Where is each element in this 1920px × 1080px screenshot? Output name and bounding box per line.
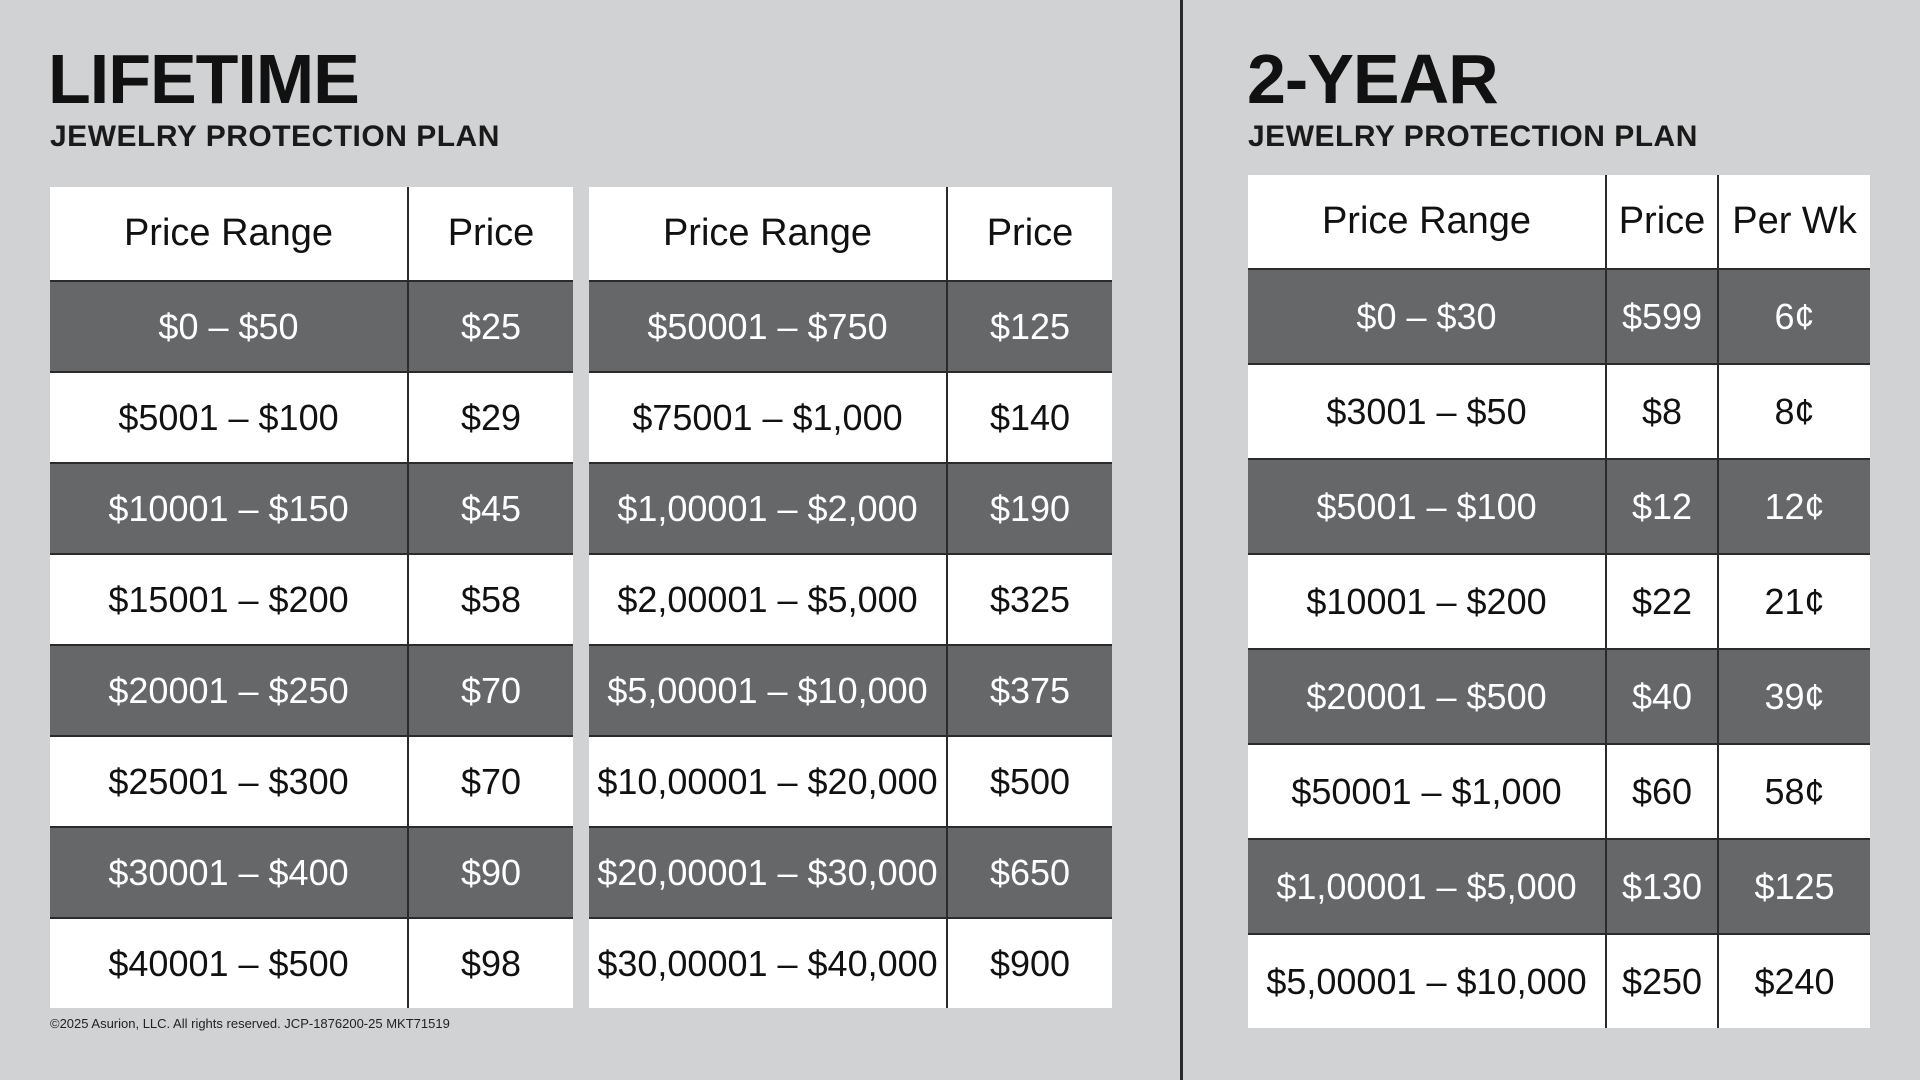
price-cell: $45 (407, 463, 573, 555)
table-row: $15001 – $200 $58 (50, 554, 573, 646)
table-row: $10,00001 – $20,000 $500 (589, 736, 1112, 828)
price-cell: $375 (946, 645, 1112, 737)
price-range-cell: $10001 – $150 (50, 463, 408, 555)
header-per-week: Per Wk (1717, 175, 1870, 270)
table-row: $5001 – $100 $29 (50, 372, 573, 464)
per-week-cell: 39¢ (1717, 649, 1870, 745)
table-row: $10001 – $150 $45 (50, 463, 573, 555)
price-range-cell: $5001 – $100 (50, 372, 408, 464)
price-range-cell: $1,00001 – $2,000 (589, 463, 947, 555)
table-row: $10001 – $200 $22 21¢ (1248, 554, 1870, 650)
price-range-cell: $2,00001 – $5,000 (589, 554, 947, 646)
per-week-cell: 8¢ (1717, 364, 1870, 460)
price-cell: $140 (946, 372, 1112, 464)
table-row: $1,00001 – $5,000 $130 $125 (1248, 839, 1870, 935)
price-cell: $130 (1605, 839, 1718, 935)
price-range-cell: $20001 – $500 (1248, 649, 1606, 745)
two-year-table: Price Range Price Per Wk $0 – $30 $599 6¢ … (1248, 175, 1870, 1028)
per-week-cell: 58¢ (1717, 744, 1870, 840)
header-price: Price (946, 187, 1112, 282)
price-cell: $22 (1605, 554, 1718, 650)
table-row: $2,00001 – $5,000 $325 (589, 554, 1112, 646)
price-range-cell: $0 – $30 (1248, 269, 1606, 365)
price-cell: $40 (1605, 649, 1718, 745)
price-range-cell: $5001 – $100 (1248, 459, 1606, 555)
price-range-cell: $50001 – $1,000 (1248, 744, 1606, 840)
copyright-footer: ©2025 Asurion, LLC. All rights reserved.… (50, 1016, 450, 1031)
table-row: $5,00001 – $10,000 $375 (589, 645, 1112, 737)
price-range-cell: $3001 – $50 (1248, 364, 1606, 460)
price-cell: $325 (946, 554, 1112, 646)
table-row: $25001 – $300 $70 (50, 736, 573, 828)
price-cell: $8 (1605, 364, 1718, 460)
table-row: $1,00001 – $2,000 $190 (589, 463, 1112, 555)
price-cell: $29 (407, 372, 573, 464)
table-row: $40001 – $500 $98 (50, 918, 573, 1008)
per-week-cell: $240 (1717, 934, 1870, 1028)
price-cell: $125 (946, 281, 1112, 373)
price-cell: $500 (946, 736, 1112, 828)
lifetime-table-right: Price Range Price $50001 – $750 $125 $750… (589, 187, 1112, 1008)
header-price: Price (407, 187, 573, 282)
price-range-cell: $1,00001 – $5,000 (1248, 839, 1606, 935)
per-week-cell: 21¢ (1717, 554, 1870, 650)
table-row: $0 – $30 $599 6¢ (1248, 269, 1870, 365)
table-row: $0 – $50 $25 (50, 281, 573, 373)
table-row: $5,00001 – $10,000 $250 $240 (1248, 934, 1870, 1028)
price-cell: $70 (407, 645, 573, 737)
two-year-title: 2-YEAR (1247, 40, 1499, 118)
price-range-cell: $10001 – $200 (1248, 554, 1606, 650)
header-price-range: Price Range (589, 187, 947, 282)
price-range-cell: $20,00001 – $30,000 (589, 827, 947, 919)
table-row: $20,00001 – $30,000 $650 (589, 827, 1112, 919)
price-range-cell: $0 – $50 (50, 281, 408, 373)
table-row: $30,00001 – $40,000 $900 (589, 918, 1112, 1008)
price-cell: $98 (407, 918, 573, 1008)
price-range-cell: $10,00001 – $20,000 (589, 736, 947, 828)
table-row: $75001 – $1,000 $140 (589, 372, 1112, 464)
price-range-cell: $5,00001 – $10,000 (589, 645, 947, 737)
price-cell: $190 (946, 463, 1112, 555)
header-price-range: Price Range (50, 187, 408, 282)
table-header-row: Price Range Price (50, 187, 573, 282)
price-cell: $58 (407, 554, 573, 646)
price-cell: $70 (407, 736, 573, 828)
table-row: $20001 – $500 $40 39¢ (1248, 649, 1870, 745)
price-cell: $650 (946, 827, 1112, 919)
lifetime-table-left: Price Range Price $0 – $50 $25 $5001 – $1… (50, 187, 573, 1008)
price-range-cell: $20001 – $250 (50, 645, 408, 737)
table-row: $5001 – $100 $12 12¢ (1248, 459, 1870, 555)
per-week-cell: 6¢ (1717, 269, 1870, 365)
table-row: $50001 – $750 $125 (589, 281, 1112, 373)
price-cell: $60 (1605, 744, 1718, 840)
price-cell: $90 (407, 827, 573, 919)
per-week-cell: $125 (1717, 839, 1870, 935)
price-range-cell: $30,00001 – $40,000 (589, 918, 947, 1008)
table-row: $20001 – $250 $70 (50, 645, 573, 737)
table-row: $50001 – $1,000 $60 58¢ (1248, 744, 1870, 840)
price-cell: $900 (946, 918, 1112, 1008)
table-row: $30001 – $400 $90 (50, 827, 573, 919)
price-range-cell: $25001 – $300 (50, 736, 408, 828)
table-header-row: Price Range Price (589, 187, 1112, 282)
table-header-row: Price Range Price Per Wk (1248, 175, 1870, 270)
price-cell: $25 (407, 281, 573, 373)
lifetime-title: LIFETIME (48, 40, 360, 118)
price-range-cell: $75001 – $1,000 (589, 372, 947, 464)
price-cell: $599 (1605, 269, 1718, 365)
price-range-cell: $15001 – $200 (50, 554, 408, 646)
two-year-subtitle: JEWELRY PROTECTION PLAN (1248, 120, 1698, 153)
price-cell: $12 (1605, 459, 1718, 555)
lifetime-subtitle: JEWELRY PROTECTION PLAN (50, 120, 500, 153)
header-price-range: Price Range (1248, 175, 1606, 270)
section-divider (1180, 0, 1183, 1080)
price-range-cell: $30001 – $400 (50, 827, 408, 919)
price-cell: $250 (1605, 934, 1718, 1028)
table-row: $3001 – $50 $8 8¢ (1248, 364, 1870, 460)
header-price: Price (1605, 175, 1718, 270)
price-range-cell: $50001 – $750 (589, 281, 947, 373)
price-range-cell: $5,00001 – $10,000 (1248, 934, 1606, 1028)
price-range-cell: $40001 – $500 (50, 918, 408, 1008)
per-week-cell: 12¢ (1717, 459, 1870, 555)
